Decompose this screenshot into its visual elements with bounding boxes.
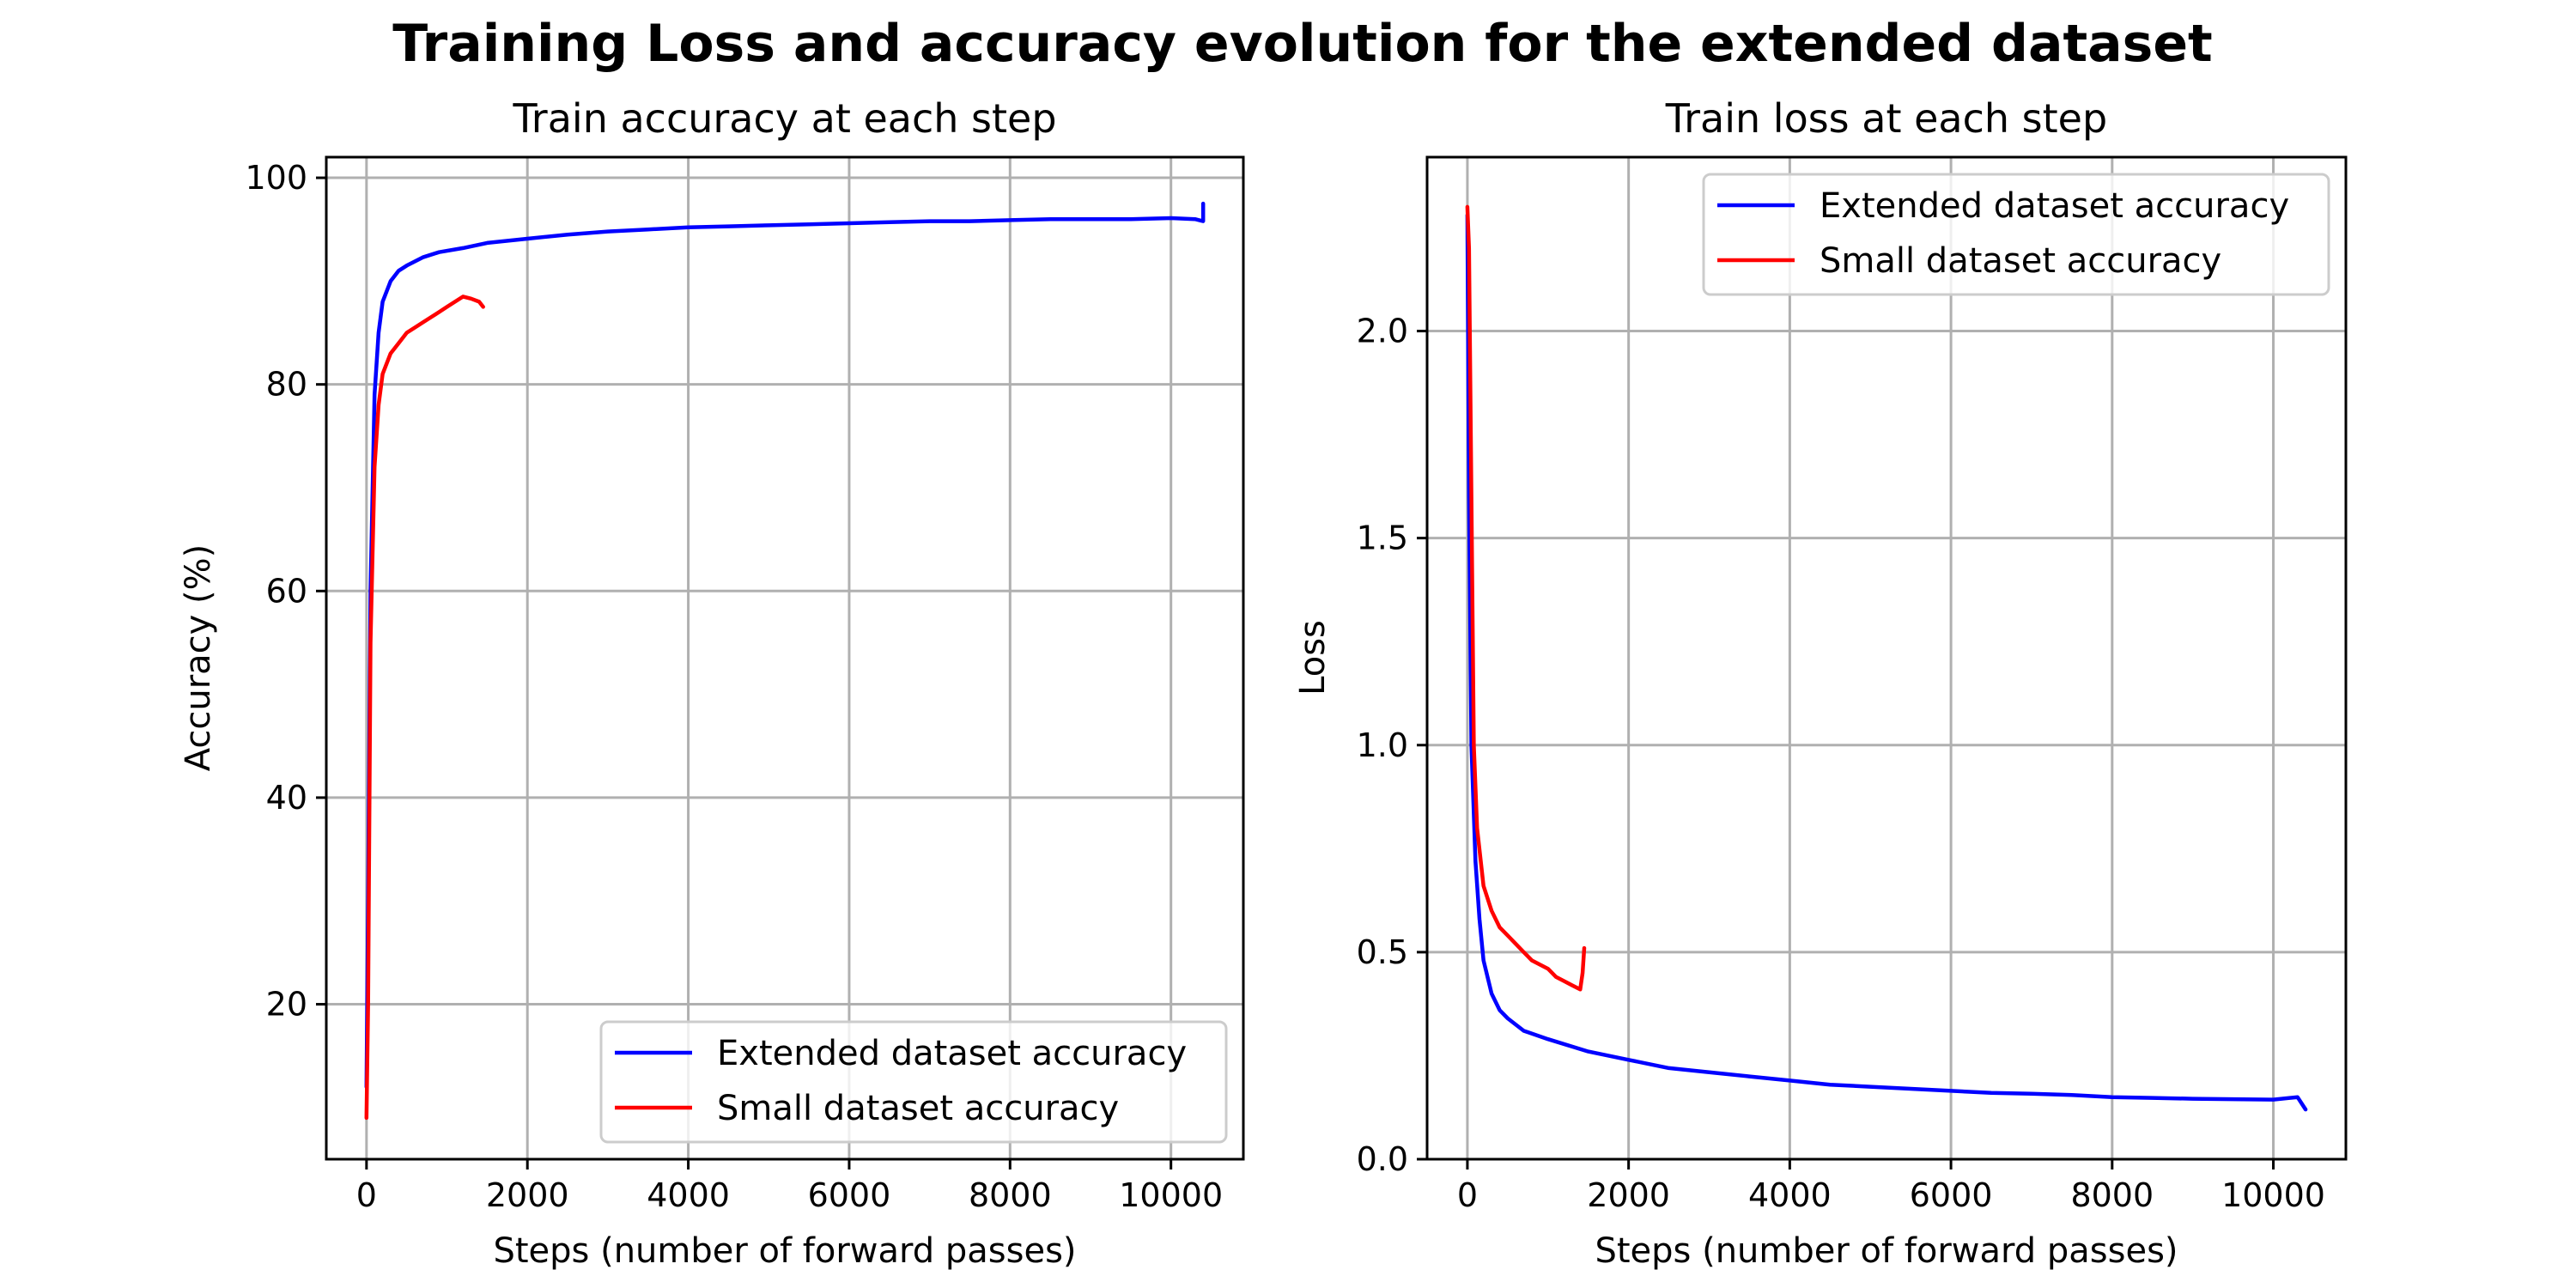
accuracy-legend: Extended dataset accuracy Small dataset … [599,1020,1228,1144]
y-tick-label: 1.0 [1357,726,1408,764]
loss-legend-box [1702,173,2330,296]
accuracy-series-line-small [364,295,485,1121]
loss-series-line-extended [1465,213,2308,1112]
loss-x-axis-label: Steps (number of forward passes) [1595,1231,2178,1271]
loss-chart-title: Train loss at each step [1665,95,2107,142]
y-tick-label: 20 [266,986,307,1024]
x-tick-label: 2000 [486,1176,569,1214]
x-tick-label: 10000 [1119,1176,1223,1214]
accuracy-legend-label-small: Small dataset accuracy [717,1089,1119,1128]
loss-plot-background [1427,157,2346,1159]
loss-legend-label-extended: Extended dataset accuracy [1820,186,2289,226]
figure-title: Training Loss and accuracy evolution for… [392,14,2212,74]
y-tick-label: 1.5 [1357,519,1408,557]
accuracy-plot-frame [325,155,1245,1161]
x-tick-label: 8000 [969,1176,1052,1214]
accuracy-y-ticks: 20 40 60 80 100 [245,159,326,1024]
x-tick-label: 6000 [1910,1176,1993,1214]
x-tick-label: 4000 [647,1176,730,1214]
accuracy-series-line-extended [364,201,1206,1090]
loss-legend-label-small: Small dataset accuracy [1820,241,2221,281]
y-tick-label: 0.0 [1357,1140,1408,1178]
loss-series-line-small [1465,204,1587,992]
x-tick-label: 0 [1457,1176,1478,1214]
accuracy-chart-title: Train accuracy at each step [512,95,1056,142]
x-tick-label: 6000 [808,1176,891,1214]
accuracy-series-group [364,201,1206,1121]
loss-plot-frame [1425,155,2348,1161]
y-tick-label: 0.5 [1357,933,1408,971]
accuracy-plot-background [326,157,1243,1159]
y-tick-label: 80 [266,366,307,404]
accuracy-x-axis-label: Steps (number of forward passes) [493,1231,1076,1271]
x-tick-label: 0 [356,1176,377,1214]
x-tick-label: 8000 [2070,1176,2154,1214]
x-tick-label: 2000 [1587,1176,1670,1214]
y-tick-label: 40 [266,779,307,817]
accuracy-chart: 0 2000 4000 6000 8000 10000 20 40 60 80 100 Train… [179,95,1245,1271]
y-tick-label: 60 [266,572,307,610]
x-tick-label: 4000 [1748,1176,1832,1214]
y-tick-label: 100 [245,159,307,197]
y-tick-label: 2.0 [1357,313,1408,350]
accuracy-y-axis-label: Accuracy (%) [179,544,218,772]
x-tick-label: 10000 [2221,1176,2325,1214]
accuracy-legend-box [599,1020,1228,1144]
accuracy-grid [326,157,1243,1159]
loss-legend: Extended dataset accuracy Small dataset … [1702,173,2330,296]
accuracy-x-ticks: 0 2000 4000 6000 8000 10000 [356,1159,1223,1214]
loss-chart: 0 2000 4000 6000 8000 10000 0.0 0.5 1.0 1.5 2.0 T… [1293,95,2348,1271]
loss-series-group [1465,204,2308,1112]
loss-y-ticks: 0.0 0.5 1.0 1.5 2.0 [1357,313,1427,1178]
loss-y-axis-label: Loss [1293,620,1333,696]
loss-x-ticks: 0 2000 4000 6000 8000 10000 [1457,1159,2325,1214]
accuracy-legend-label-extended: Extended dataset accuracy [717,1034,1187,1073]
